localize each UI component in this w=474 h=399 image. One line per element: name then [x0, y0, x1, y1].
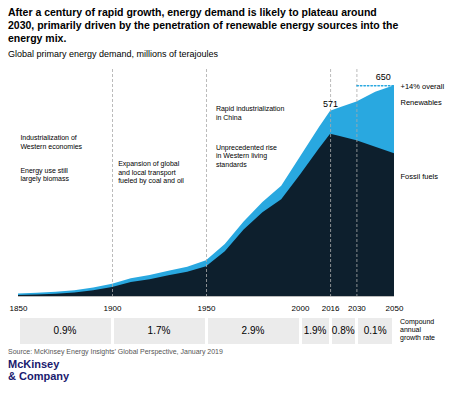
svg-text:Expansion of globaland local t: Expansion of globaland local transportfu… [118, 161, 184, 186]
html-text:1.7%: 1.7% [147, 325, 171, 337]
svg-text:Industrialization ofWestern ec: Industrialization ofWestern economies [20, 135, 82, 150]
html-text:Compound annual growth rate: Compound annual growth rate [400, 318, 435, 342]
svg-text:Rapid industrializationin Chin: Rapid industrializationin China [216, 106, 285, 121]
svg-text:2000: 2000 [292, 305, 310, 314]
html-text:Global primary energy demand,: Global primary energy demand, millions o… [8, 49, 219, 60]
html-text:0.1%: 0.1% [363, 325, 387, 337]
svg-text:2050: 2050 [386, 305, 404, 314]
svg-text:Renewables: Renewables [401, 98, 443, 107]
svg-text:+14% overall: +14% overall [401, 83, 445, 92]
svg-text:Energy use stilllargely biomas: Energy use stilllargely biomass [20, 167, 69, 183]
html-text:0.9%: 0.9% [53, 325, 77, 337]
svg-text:571: 571 [323, 99, 338, 109]
html-text:Source: McKinsey Energy Insigh: Source: McKinsey Energy Insights’ Global… [8, 348, 223, 356]
svg-text:2016: 2016 [322, 305, 340, 314]
svg-text:2030: 2030 [348, 305, 366, 314]
svg-text:650: 650 [376, 72, 391, 82]
html-text:1.9% 0.8%: 1.9% 0.8% [303, 325, 355, 337]
html-text:2.9%: 2.9% [241, 325, 265, 337]
svg-text:Fossil fuels: Fossil fuels [401, 172, 439, 181]
svg-text:1950: 1950 [198, 305, 216, 314]
svg-text:1900: 1900 [104, 305, 122, 314]
html-text:McKinsey & Company: McKinsey & Company [8, 358, 70, 383]
html-text:After a century of rapid growt: After a century of rapid growth, energy … [8, 6, 399, 45]
svg-text:Unprecedented risein Western l: Unprecedented risein Western livingstand… [216, 144, 277, 168]
svg-text:1850: 1850 [10, 305, 28, 314]
